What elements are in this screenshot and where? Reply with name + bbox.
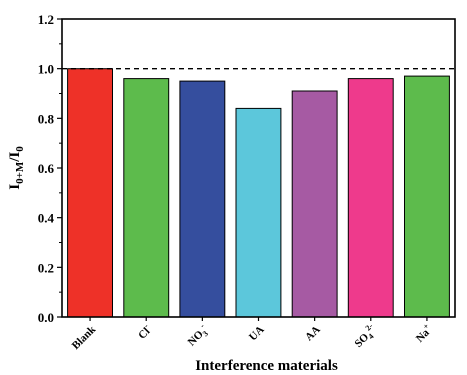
y-tick-label: 0.8 [38, 111, 55, 126]
x-axis: Blank Cl- NO3- UA AA SO42- Na+ [70, 317, 436, 352]
bar-aa [291, 90, 338, 318]
bar-blank [67, 68, 113, 318]
x-tick-label: Blank [70, 323, 99, 352]
x-tick-label: Cl- [134, 321, 155, 342]
x-tick-label: SO42- [350, 321, 380, 351]
y-tick-label: 1.0 [38, 62, 54, 77]
y-axis-title-sub2: 0 [14, 146, 26, 152]
x-tick-label: NO3- [183, 321, 212, 350]
bar-cl [123, 78, 170, 318]
x-axis-title: Interference materials [195, 358, 338, 374]
bars-group [67, 68, 450, 318]
y-axis-title-sub1: 0+M [14, 161, 26, 184]
bar-na [404, 75, 450, 318]
y-tick-label: 0.0 [38, 310, 54, 325]
y-tick-label: 0.2 [38, 260, 54, 275]
bar-so4 [347, 78, 394, 318]
y-axis-title: I0+M/I0 [7, 146, 26, 190]
bar-no3 [179, 80, 226, 318]
bar-ua [235, 107, 282, 318]
y-tick-label: 0.4 [38, 211, 55, 226]
y-axis: 0.0 0.2 0.4 0.6 0.8 1.0 1.2 [38, 12, 62, 325]
x-tick-label: Na+ [412, 321, 436, 345]
x-tick-label: AA [303, 324, 323, 344]
x-tick-label: UA [247, 324, 267, 344]
y-axis-title-mid: /I [7, 152, 23, 163]
y-tick-label: 1.2 [38, 12, 54, 27]
y-tick-label: 0.6 [38, 161, 55, 176]
y-axis-title-base: I [7, 184, 23, 190]
